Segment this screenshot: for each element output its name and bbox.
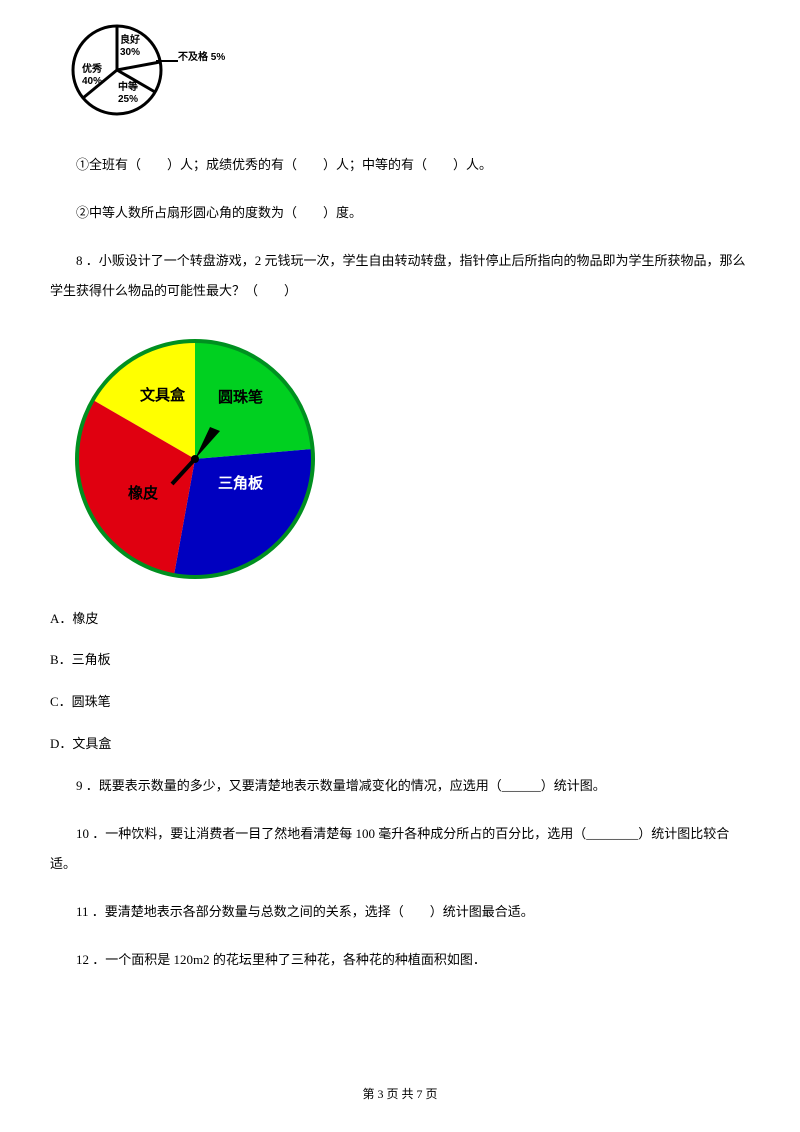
label-sanjiaoban: 三角板 [218,472,263,493]
label-excellent: 优秀40% [82,64,102,88]
question-12: 12 ．一个面积是 120m2 的花坛里种了三种花，各种花的种植面积如图． [50,945,750,975]
label-fail: 不及格 5% [178,52,225,64]
big-pie-svg [70,334,320,584]
option-a: A．橡皮 [50,604,750,634]
page-footer: 第 3 页 共 7 页 [0,1085,800,1102]
question-9: 9 ．既要表示数量的多少，又要清楚地表示数量增减变化的情况，应选用（______… [50,771,750,801]
question-7a: ①全班有（ ）人；成绩优秀的有（ ）人；中等的有（ ）人。 [50,150,750,180]
question-10: 10 ．一种饮料，要让消费者一目了然地看清楚每 100 毫升各种成分所占的百分比… [50,819,750,879]
label-wenjuhe: 文具盒 [140,384,185,405]
option-b: B．三角板 [50,645,750,675]
question-8: 8 ．小贩设计了一个转盘游戏，2 元钱玩一次，学生自由转动转盘，指针停止后所指向… [50,246,750,306]
label-good: 良好30% [120,35,140,59]
big-pie-chart: 文具盒 圆珠笔 三角板 橡皮 [70,324,370,584]
option-c: C．圆珠笔 [50,687,750,717]
leader-fail [156,60,178,62]
small-pie-chart: 良好30% 不及格 5% 中等25% 优秀40% [70,20,230,125]
option-d: D．文具盒 [50,729,750,759]
label-xiangpi: 橡皮 [128,482,158,503]
label-average: 中等25% [118,82,138,106]
question-7b: ②中等人数所占扇形圆心角的度数为（ ）度。 [50,198,750,228]
label-yuanzhubi: 圆珠笔 [218,386,263,407]
question-11: 11 ．要清楚地表示各部分数量与总数之间的关系，选择（ ）统计图最合适。 [50,897,750,927]
